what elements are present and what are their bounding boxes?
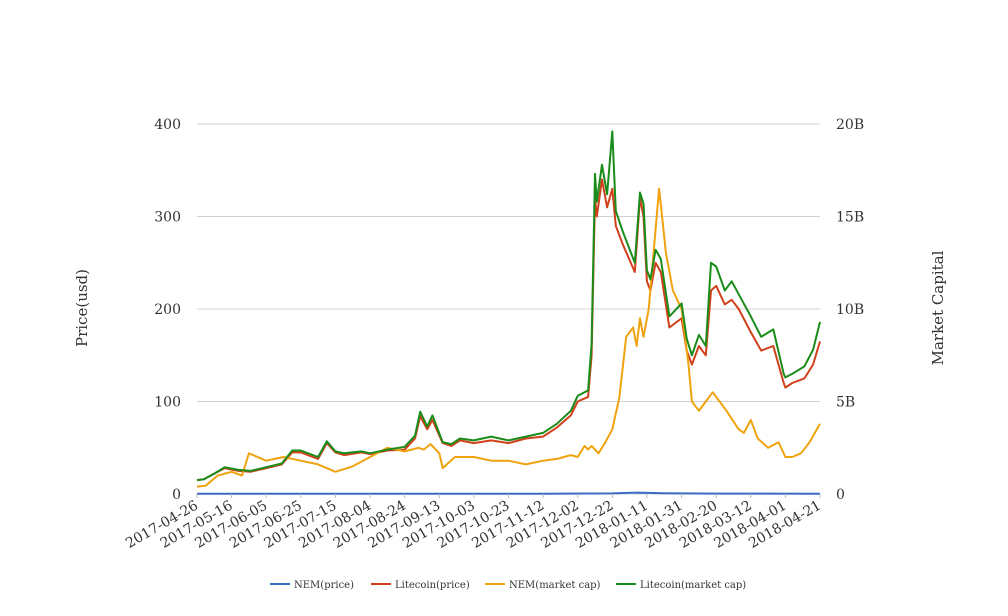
legend-label: Litecoin(price) (395, 580, 470, 591)
series-line (196, 130, 821, 482)
y-left-tick-label: 200 (154, 302, 181, 318)
series-line (196, 187, 821, 488)
legend-item[interactable]: Litecoin(market cap) (616, 580, 746, 591)
y-right-tick-label: 20B (836, 117, 864, 133)
y-right-tick-label: 5B (836, 395, 855, 411)
y-right-tick-label: 0 (836, 487, 845, 503)
legend[interactable]: NEM(price) Litecoin(price) NEM(market cap)… (270, 580, 746, 591)
y-axis-left-ticks: 0 100 200 300 400 (154, 117, 181, 503)
series-line (196, 178, 821, 482)
y-left-tick-label: 300 (154, 210, 181, 226)
y-right-tick-label: 10B (836, 302, 864, 318)
y-left-tick-label: 0 (172, 487, 181, 503)
x-axis-ticks: 2017-04-262017-05-162017-06-052017-06-25… (123, 494, 824, 552)
legend-label: NEM(price) (294, 580, 354, 591)
legend-item[interactable]: NEM(price) (270, 580, 354, 591)
series-line (197, 491, 821, 495)
y-left-tick-label: 400 (154, 117, 181, 133)
gridlines (197, 123, 820, 495)
y-right-tick-label: 15B (836, 210, 864, 226)
legend-label: NEM(market cap) (509, 580, 601, 591)
series-lines (196, 130, 821, 495)
y-axis-left-title: Price(usd) (73, 269, 91, 347)
legend-item[interactable]: Litecoin(price) (371, 580, 470, 591)
y-left-tick-label: 100 (154, 395, 181, 411)
y-axis-right-ticks: 0 5B 10B 15B 20B (836, 117, 864, 503)
y-axis-right-title: Market Capital (929, 250, 947, 365)
legend-label: Litecoin(market cap) (640, 580, 746, 591)
legend-item[interactable]: NEM(market cap) (485, 580, 601, 591)
